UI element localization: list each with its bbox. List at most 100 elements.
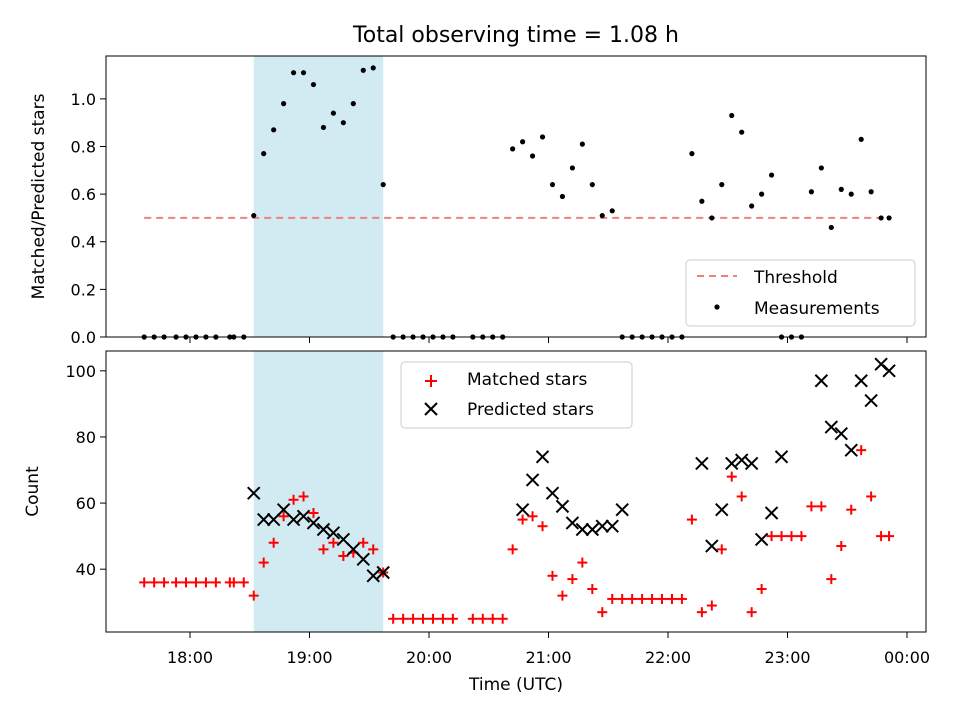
predicted-star-point <box>605 519 619 533</box>
legend-measurements-label: Measurements <box>754 299 880 319</box>
predicted-star-point <box>774 450 789 464</box>
predicted-star-point <box>864 393 878 408</box>
predicted-star-point <box>834 426 848 441</box>
measurement-point <box>579 141 585 147</box>
matched-star-point <box>726 471 737 482</box>
measurement-point <box>559 193 566 200</box>
matched-star-point <box>816 501 827 512</box>
matched-star-point <box>447 613 458 624</box>
predicted-star-point <box>854 374 868 388</box>
legend-predicted-label: Predicted stars <box>467 400 594 420</box>
predicted-star-point <box>316 522 331 537</box>
predicted-star-point <box>555 499 570 514</box>
predicted-star-point <box>705 539 719 553</box>
measurement-point <box>589 181 595 188</box>
measurement-point <box>878 215 884 221</box>
matched-star-point <box>637 593 648 604</box>
matched-star-point <box>587 584 598 595</box>
matched-star-point <box>884 531 895 542</box>
measurement-point <box>370 65 376 71</box>
predicted-star-point <box>545 486 560 500</box>
matched-star-point <box>190 577 201 588</box>
matched-star-point <box>308 507 319 518</box>
predicted-star-point <box>535 450 550 464</box>
measurement-point <box>539 134 546 140</box>
measurement-point <box>868 189 874 195</box>
measurement-point <box>739 129 745 135</box>
matched-star-point <box>676 593 687 604</box>
x-tick-label: 19:00 <box>286 648 332 667</box>
y-tick-label: 40 <box>76 560 96 579</box>
predicted-star-point <box>615 502 629 517</box>
ratio-panel: 0.0 0.2 0.4 0.6 0.8 1.0 Matched/Predicted sta… <box>29 55 927 347</box>
matched-star-point <box>577 557 588 568</box>
matched-star-point <box>806 501 817 512</box>
legend-matched-swatch <box>425 375 437 387</box>
matched-star-point <box>487 613 498 624</box>
predicted-star-point <box>725 456 739 471</box>
y-tick-label: 80 <box>76 428 96 447</box>
y-tick-label: 1.0 <box>71 90 96 109</box>
ratio-legend: Threshold Measurements <box>685 259 916 327</box>
predicted-star-point <box>824 420 839 434</box>
predicted-star-point <box>565 516 580 530</box>
legend-matched-label: Matched stars <box>467 370 587 390</box>
matched-star-point <box>567 574 578 585</box>
count-panel: 40 60 80 100 18:00 19:00 20:00 21:00 22:00 23:00… <box>23 350 930 695</box>
matched-star-point <box>181 577 192 588</box>
predicted-star-point <box>306 516 321 530</box>
measurement-point <box>520 139 526 145</box>
matched-star-point <box>746 607 757 618</box>
x-tick-label: 20:00 <box>406 648 452 667</box>
predicted-star-point <box>814 374 829 388</box>
matched-star-point <box>537 521 548 532</box>
matched-star-point <box>786 531 797 542</box>
matched-star-point <box>706 600 717 611</box>
matched-star-point <box>210 577 221 588</box>
matched-star-point <box>358 537 369 548</box>
measurement-point <box>510 146 516 152</box>
measurement-point <box>609 208 615 214</box>
y-tick-label: 0.6 <box>71 185 96 204</box>
matched-star-point <box>607 593 618 604</box>
measurement-point <box>360 67 366 73</box>
matched-star-point <box>846 504 857 515</box>
matched-star-point <box>796 531 807 542</box>
matched-star-point <box>318 544 329 555</box>
count-y-axis-label: Count <box>23 466 43 517</box>
matched-star-point <box>647 593 658 604</box>
measurement-point <box>709 215 715 221</box>
legend-predicted-swatch <box>424 402 438 416</box>
predicted-star-point <box>585 522 600 537</box>
measurement-point <box>300 70 307 76</box>
predicted-star-point <box>366 569 380 583</box>
y-tick-label: 0.8 <box>71 137 96 156</box>
matched-star-point <box>200 577 211 588</box>
predicted-star-point <box>515 502 530 517</box>
matched-star-point <box>776 531 787 542</box>
predicted-star-point <box>595 519 609 533</box>
predicted-star-point <box>525 473 540 487</box>
measurement-point <box>848 191 854 197</box>
predicted-star-point <box>356 552 370 566</box>
x-tick-label: 18:00 <box>167 648 213 667</box>
ratio-y-axis-label: Matched/Predicted stars <box>29 93 49 299</box>
measurement-point <box>350 101 356 107</box>
matched-star-point <box>856 445 867 456</box>
matched-star-point <box>657 593 668 604</box>
matched-star-point <box>866 491 877 502</box>
matched-star-point <box>766 531 777 542</box>
matched-star-point <box>288 494 299 505</box>
matched-star-point <box>258 557 269 568</box>
measurement-point <box>251 212 257 219</box>
measurement-point <box>808 189 815 195</box>
measurement-point <box>320 124 327 131</box>
matched-star-point <box>398 613 409 624</box>
measurement-point <box>838 186 844 192</box>
matched-star-point <box>557 590 568 601</box>
matched-star-point <box>836 541 847 552</box>
matched-star-point <box>408 613 419 624</box>
predicted-star-point <box>754 532 769 547</box>
matched-star-point <box>328 537 339 548</box>
matched-star-point <box>139 577 150 588</box>
